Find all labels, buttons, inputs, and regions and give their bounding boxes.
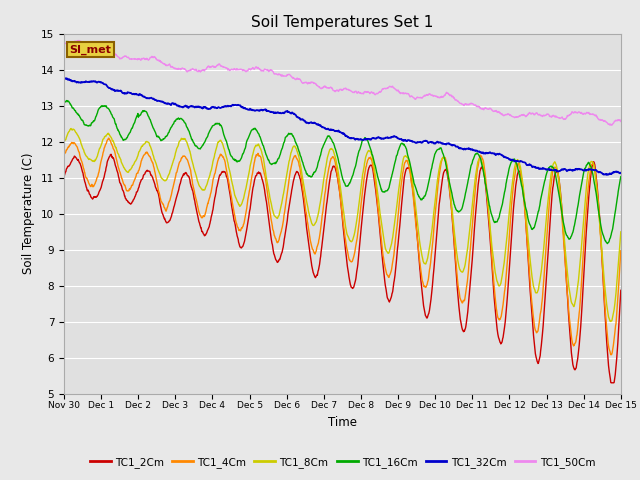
TC1_50Cm xyxy=(126,56,134,62)
TC1_32Cm xyxy=(60,75,68,81)
TC1_32Cm xyxy=(61,75,68,81)
TC1_4Cm xyxy=(105,135,113,141)
TC1_16Cm xyxy=(318,145,326,151)
TC1_50Cm xyxy=(104,48,111,54)
TC1_32Cm xyxy=(378,135,385,141)
TC1_50Cm xyxy=(607,122,615,128)
TC1_16Cm xyxy=(604,241,611,247)
TC1_32Cm xyxy=(297,117,305,122)
TC1_2Cm xyxy=(103,160,111,166)
Line: TC1_16Cm: TC1_16Cm xyxy=(64,101,621,244)
Legend: TC1_2Cm, TC1_4Cm, TC1_8Cm, TC1_16Cm, TC1_32Cm, TC1_50Cm: TC1_2Cm, TC1_4Cm, TC1_8Cm, TC1_16Cm, TC1… xyxy=(86,453,599,472)
TC1_32Cm xyxy=(617,170,625,176)
TC1_8Cm xyxy=(297,163,305,169)
Line: TC1_4Cm: TC1_4Cm xyxy=(64,138,621,355)
TC1_2Cm xyxy=(617,288,625,293)
TC1_4Cm xyxy=(378,236,385,241)
TC1_16Cm xyxy=(126,130,134,135)
TC1_50Cm xyxy=(308,80,316,85)
TC1_4Cm xyxy=(103,138,111,144)
TC1_4Cm xyxy=(318,213,326,218)
TC1_32Cm xyxy=(318,124,326,130)
TC1_8Cm xyxy=(617,229,625,235)
X-axis label: Time: Time xyxy=(328,416,357,429)
TC1_8Cm xyxy=(67,126,75,132)
TC1_16Cm xyxy=(63,98,70,104)
TC1_4Cm xyxy=(126,187,134,192)
TC1_16Cm xyxy=(617,174,625,180)
TC1_32Cm xyxy=(603,172,611,178)
Text: SI_met: SI_met xyxy=(70,44,111,55)
TC1_4Cm xyxy=(60,153,68,158)
TC1_32Cm xyxy=(308,120,316,126)
TC1_50Cm xyxy=(75,37,83,43)
TC1_2Cm xyxy=(60,173,68,179)
TC1_2Cm xyxy=(607,380,615,386)
TC1_4Cm xyxy=(607,352,615,358)
TC1_8Cm xyxy=(378,218,385,224)
TC1_8Cm xyxy=(126,167,134,173)
TC1_2Cm xyxy=(378,244,385,250)
TC1_16Cm xyxy=(297,153,305,159)
Line: TC1_32Cm: TC1_32Cm xyxy=(64,78,621,175)
TC1_8Cm xyxy=(318,188,326,194)
TC1_50Cm xyxy=(318,84,326,90)
TC1_8Cm xyxy=(104,131,111,137)
TC1_32Cm xyxy=(104,84,111,90)
TC1_2Cm xyxy=(318,240,326,246)
Line: TC1_50Cm: TC1_50Cm xyxy=(64,40,621,125)
TC1_2Cm xyxy=(108,152,115,157)
Title: Soil Temperatures Set 1: Soil Temperatures Set 1 xyxy=(252,15,433,30)
TC1_8Cm xyxy=(607,319,614,324)
Y-axis label: Soil Temperature (C): Soil Temperature (C) xyxy=(22,153,35,275)
TC1_2Cm xyxy=(308,264,316,270)
TC1_4Cm xyxy=(308,245,316,251)
TC1_50Cm xyxy=(617,119,625,124)
Line: TC1_2Cm: TC1_2Cm xyxy=(64,155,621,383)
TC1_16Cm xyxy=(378,187,385,192)
TC1_4Cm xyxy=(617,248,625,253)
TC1_8Cm xyxy=(60,139,68,145)
TC1_2Cm xyxy=(297,178,305,183)
TC1_50Cm xyxy=(60,40,68,46)
TC1_16Cm xyxy=(104,105,111,111)
Line: TC1_8Cm: TC1_8Cm xyxy=(64,129,621,322)
TC1_16Cm xyxy=(308,173,316,179)
TC1_50Cm xyxy=(378,88,385,94)
TC1_4Cm xyxy=(297,170,305,176)
TC1_2Cm xyxy=(126,201,134,206)
TC1_32Cm xyxy=(126,90,134,96)
TC1_8Cm xyxy=(308,221,316,227)
TC1_16Cm xyxy=(60,99,68,105)
TC1_50Cm xyxy=(297,78,305,84)
